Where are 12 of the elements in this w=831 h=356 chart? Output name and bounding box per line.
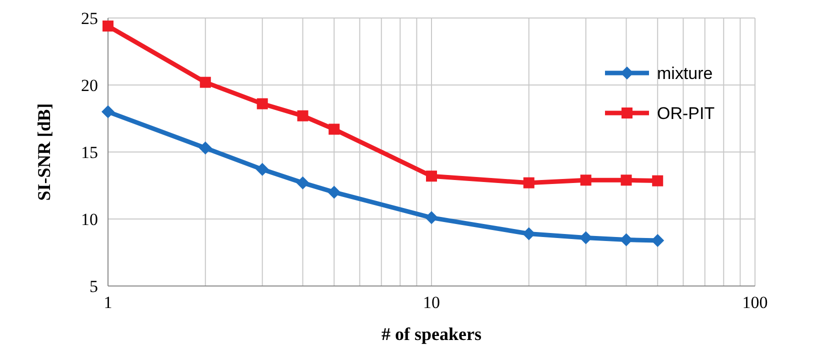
- y-tick-label: 10: [81, 210, 98, 229]
- x-axis-title: # of speakers: [382, 324, 482, 344]
- x-tick-label: 1: [104, 293, 112, 312]
- x-tick-label: 100: [742, 293, 768, 312]
- legend-label: mixture: [657, 64, 713, 83]
- y-tick-label: 5: [90, 277, 98, 296]
- y-tick-label: 15: [81, 143, 98, 162]
- y-tick-label: 20: [81, 76, 98, 95]
- x-tick-label: 10: [423, 293, 440, 312]
- y-axis-title: SI-SNR [dB]: [34, 103, 54, 201]
- legend-label: OR-PIT: [657, 104, 715, 123]
- y-tick-label: 25: [81, 9, 98, 28]
